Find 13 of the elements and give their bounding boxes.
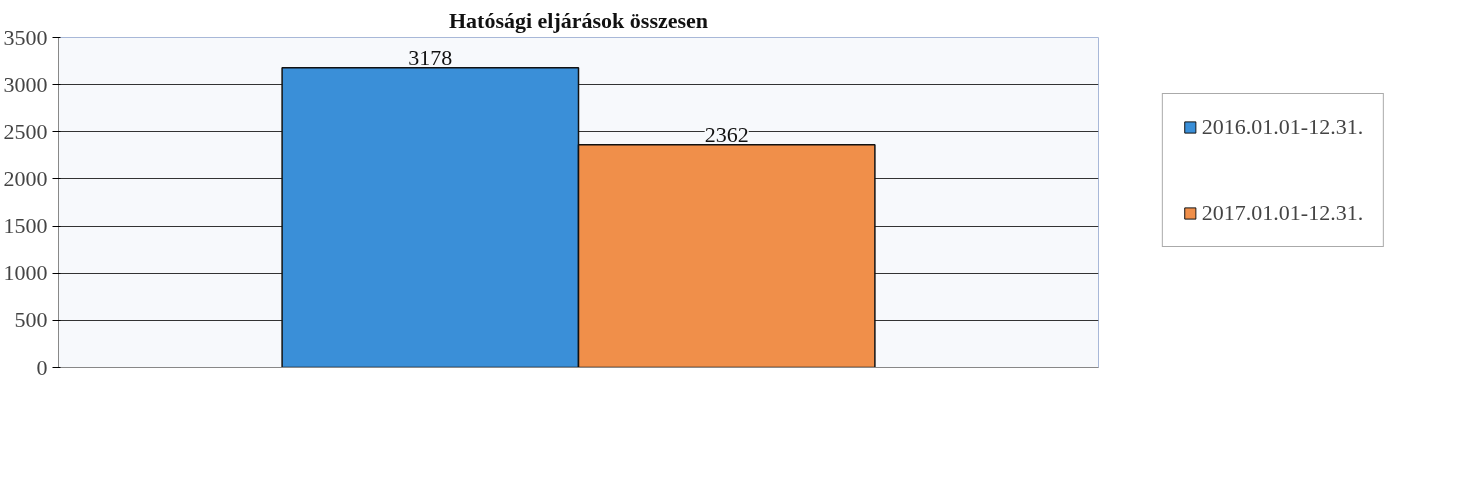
y-tick-label: 2500 — [3, 118, 48, 144]
y-tick-label: 3500 — [3, 24, 48, 50]
y-tick-label: 2000 — [3, 165, 48, 191]
data-label: 3178 — [408, 44, 453, 70]
legend-label: 2016.01.01-12.31. — [1201, 113, 1364, 140]
y-tick-label: 0 — [36, 354, 48, 380]
y-tick-label: 1000 — [3, 260, 48, 286]
y-tick-label: 1500 — [3, 213, 48, 239]
chart-title: Hatósági eljárások összesen — [448, 7, 709, 33]
legend-label: 2017.01.01-12.31. — [1201, 199, 1364, 226]
y-tick-label: 3000 — [3, 71, 48, 97]
data-label: 2362 — [704, 121, 749, 147]
y-tick-label: 500 — [14, 307, 48, 333]
